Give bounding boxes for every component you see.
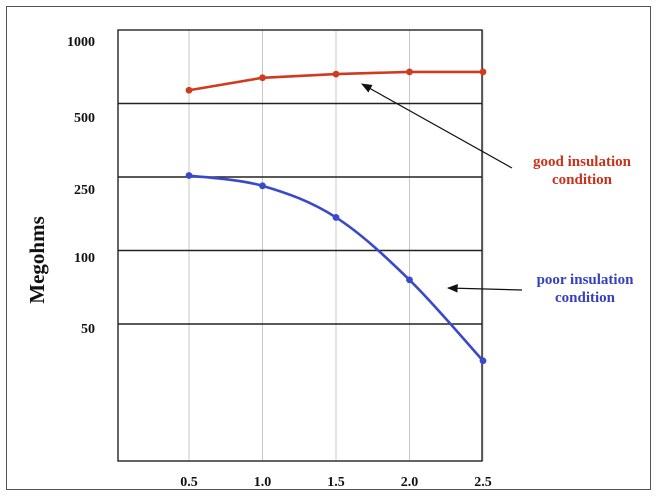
data-point bbox=[479, 357, 487, 365]
data-point bbox=[406, 68, 413, 76]
annotation-label: good insulation bbox=[533, 154, 632, 170]
data-point bbox=[479, 68, 487, 76]
axes bbox=[117, 29, 483, 462]
series-0 bbox=[185, 68, 487, 94]
data-point bbox=[332, 70, 340, 78]
x-tick-label: 1.5 bbox=[327, 475, 345, 490]
series-line bbox=[188, 174, 484, 362]
y-tick-labels: 1000 500 250 100 50 bbox=[67, 35, 95, 337]
data-point bbox=[332, 214, 340, 221]
y-tick-label: 250 bbox=[74, 183, 95, 198]
y-tick-label: 100 bbox=[74, 251, 95, 266]
plot-border bbox=[117, 29, 483, 462]
y-tick-label: 1000 bbox=[67, 35, 95, 50]
data-point bbox=[259, 182, 266, 190]
y-tick-label: 500 bbox=[74, 111, 95, 126]
annotations: good insulation condition poor insulation c… bbox=[361, 83, 634, 306]
series-1 bbox=[185, 172, 487, 365]
chart-frame bbox=[6, 6, 651, 490]
x-tick-labels: 0.5 1.0 1.5 2.0 2.5 bbox=[180, 475, 492, 490]
series bbox=[185, 68, 487, 365]
data-point bbox=[259, 74, 266, 82]
annotation-label: condition bbox=[555, 290, 616, 306]
grid bbox=[118, 30, 484, 461]
y-tick-label: 50 bbox=[81, 322, 95, 337]
data-point bbox=[406, 276, 413, 284]
data-point bbox=[185, 86, 193, 94]
annotation-arrow bbox=[361, 83, 513, 169]
x-tick-label: 2.5 bbox=[474, 475, 492, 490]
annotation-label: poor insulation bbox=[537, 272, 634, 288]
x-tick-label: 2.0 bbox=[401, 475, 419, 490]
annotation-label: condition bbox=[552, 172, 613, 188]
x-tick-label: 1.0 bbox=[254, 475, 272, 490]
data-point bbox=[185, 172, 193, 179]
y-axis-label: Megohms bbox=[25, 216, 49, 304]
annotation-arrow bbox=[446, 283, 523, 293]
x-tick-label: 0.5 bbox=[180, 475, 198, 490]
